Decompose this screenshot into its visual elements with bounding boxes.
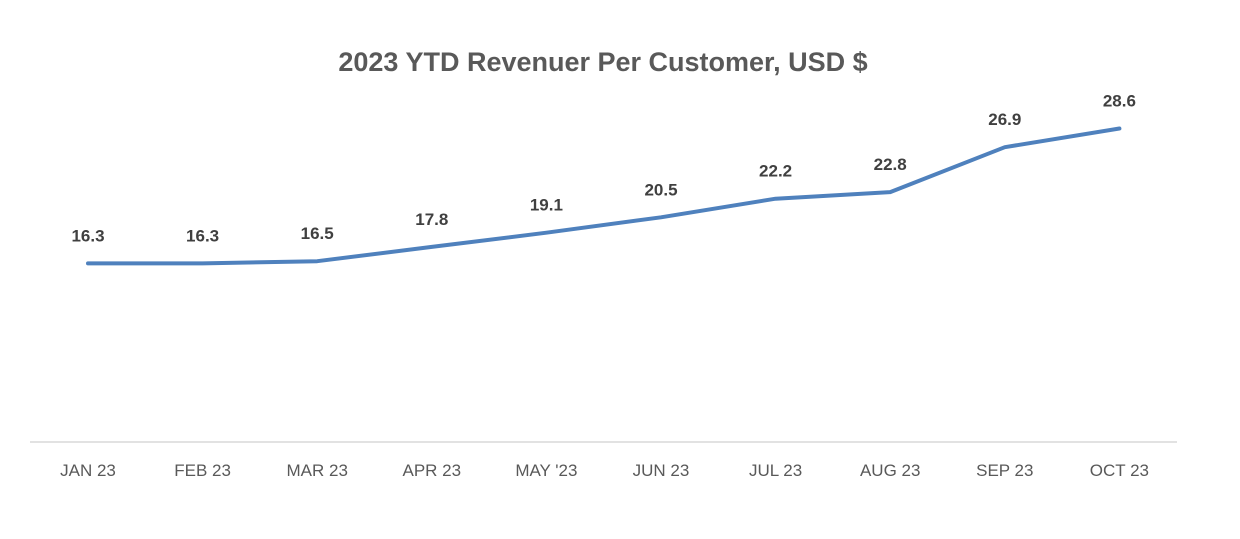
data-label: 16.5 (301, 224, 334, 243)
data-labels: 16.3 16.3 16.5 17.8 19.1 20.5 22.2 22.8 26.9 28.6 (71, 92, 1135, 246)
data-label: 26.9 (988, 110, 1021, 129)
x-tick-label: MAY '23 (515, 461, 577, 480)
x-tick-label: JAN 23 (60, 461, 116, 480)
data-label: 20.5 (644, 180, 677, 199)
x-tick-label: AUG 23 (860, 461, 920, 480)
series-line (86, 126, 1122, 266)
data-label: 16.3 (186, 226, 219, 245)
data-label: 28.6 (1103, 92, 1136, 111)
data-label: 16.3 (71, 226, 104, 245)
x-tick-label: JUL 23 (749, 461, 802, 480)
chart-title: 2023 YTD Revenuer Per Customer, USD $ (338, 47, 867, 77)
x-tick-label: MAR 23 (286, 461, 347, 480)
x-tick-label: SEP 23 (976, 461, 1033, 480)
data-label: 17.8 (415, 210, 448, 229)
x-tick-label: JUN 23 (633, 461, 690, 480)
data-label: 19.1 (530, 196, 563, 215)
x-tick-label: OCT 23 (1090, 461, 1149, 480)
data-label: 22.8 (874, 155, 907, 174)
data-label: 22.2 (759, 162, 792, 181)
x-tick-label: APR 23 (403, 461, 462, 480)
x-tick-label: FEB 23 (174, 461, 231, 480)
x-axis-tick-labels: JAN 23 FEB 23 MAR 23 APR 23 MAY '23 JUN 23 JUL… (60, 461, 1149, 480)
